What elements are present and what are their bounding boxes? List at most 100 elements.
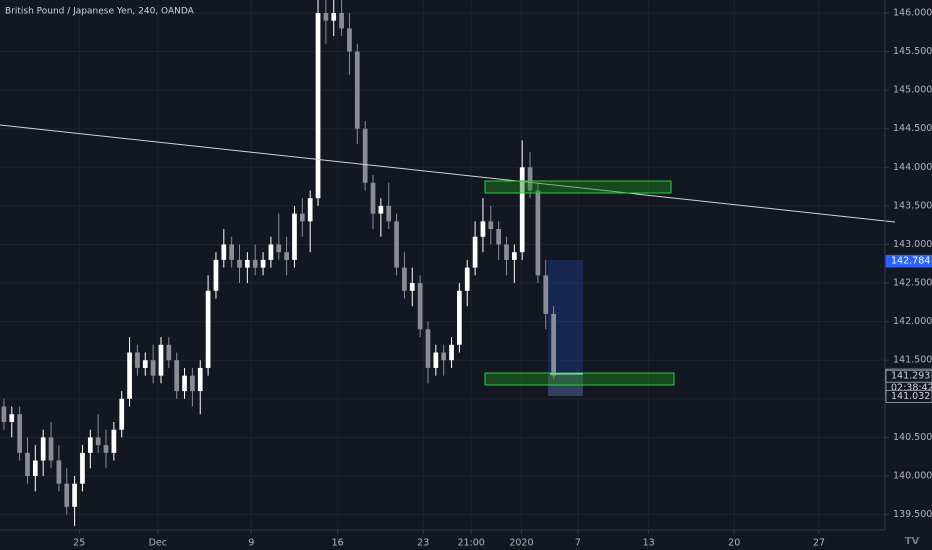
logo: TV xyxy=(905,536,920,547)
candle-body xyxy=(260,259,266,268)
y-tick-label: 143.500 xyxy=(893,200,932,211)
candle-body xyxy=(519,167,525,253)
trend-line xyxy=(0,124,896,223)
candle-body xyxy=(25,452,30,476)
candle-body xyxy=(441,352,447,361)
candle-body xyxy=(496,229,502,245)
x-tick-label: 20 xyxy=(728,538,740,549)
candle-body xyxy=(417,283,423,330)
candle-body xyxy=(457,290,462,345)
y-tick-label: 140.000 xyxy=(893,470,932,481)
candle-body xyxy=(354,51,360,129)
candle-body xyxy=(64,483,70,507)
candle-body xyxy=(135,352,140,368)
candle-body xyxy=(535,190,541,276)
candle-body xyxy=(48,437,54,461)
price-tag xyxy=(885,390,932,403)
candle-body xyxy=(213,259,219,291)
candle-body xyxy=(472,236,478,268)
candle-body xyxy=(511,252,517,260)
candle-body xyxy=(299,213,305,222)
candle-body xyxy=(221,244,227,260)
candle-body xyxy=(331,12,337,21)
y-tick-label: 146.000 xyxy=(893,7,932,18)
candle-body xyxy=(80,452,85,484)
x-tick-label: 7 xyxy=(575,538,581,549)
candle-body xyxy=(378,205,384,214)
candle-body xyxy=(127,352,132,399)
candle-body xyxy=(95,437,101,446)
candle-body xyxy=(480,221,486,237)
candle-body xyxy=(315,12,321,199)
candle-body xyxy=(504,244,509,260)
candle-body xyxy=(9,414,15,422)
x-tick-label: 27 xyxy=(813,538,825,549)
candle-body xyxy=(205,290,211,368)
candle-body xyxy=(276,244,282,253)
candle-body xyxy=(56,460,62,484)
candle-body xyxy=(1,406,7,422)
chart-title: British Pound / Japanese Yen, 240, OANDA xyxy=(5,7,195,17)
price-tag-label: 141.032 xyxy=(891,391,930,402)
candle-body xyxy=(142,360,148,368)
candle-body xyxy=(449,344,454,361)
y-tick-label: 141.500 xyxy=(893,355,932,366)
y-tick-label: 139.500 xyxy=(893,509,932,520)
y-tick-label: 144.000 xyxy=(893,162,932,173)
y-tick-label: 145.500 xyxy=(893,46,932,57)
candle-body xyxy=(488,221,494,230)
candle-body xyxy=(394,221,399,268)
countdown: 02:38:42 xyxy=(891,383,932,394)
zone-upper xyxy=(484,180,672,194)
price-tag-label: 141.293 xyxy=(891,371,930,382)
x-tick-label: 9 xyxy=(248,538,254,549)
candle-body xyxy=(370,182,376,214)
candle-body xyxy=(119,398,125,430)
candle-body xyxy=(197,367,203,392)
candle-body xyxy=(347,28,352,52)
candle-body xyxy=(174,360,180,392)
x-tick-label: 16 xyxy=(332,538,344,549)
candle-body xyxy=(433,352,439,368)
x-tick-label: 13 xyxy=(643,538,655,549)
price-tag-label: 142.784 xyxy=(891,256,930,267)
candle-body xyxy=(323,12,329,21)
x-tick-label: 2020 xyxy=(509,538,533,549)
candle-body xyxy=(166,344,172,361)
y-tick-label: 144.500 xyxy=(893,123,932,134)
candle-body xyxy=(158,344,164,376)
candle-body xyxy=(182,375,187,392)
candle-body xyxy=(229,244,235,260)
candle-body xyxy=(339,12,344,29)
candle-body xyxy=(103,445,109,453)
y-tick-label: 140.500 xyxy=(893,432,932,443)
candle-body xyxy=(551,313,556,377)
candle-body xyxy=(32,460,38,476)
candle-body xyxy=(17,414,22,453)
candle-body xyxy=(111,429,117,453)
grid xyxy=(0,0,885,530)
candle-body xyxy=(402,267,407,291)
candle-body xyxy=(464,267,470,291)
candle-body xyxy=(252,259,258,268)
y-tick-label: 143.000 xyxy=(893,239,932,250)
y-tick-label: 142.500 xyxy=(893,278,932,289)
candle-body xyxy=(268,244,274,260)
candle-body xyxy=(307,198,313,222)
y-tick-label: 145.000 xyxy=(893,85,932,96)
candle-body xyxy=(245,259,250,268)
candle-body xyxy=(425,329,431,368)
candle-body xyxy=(527,167,533,191)
candle-body xyxy=(40,437,46,461)
axes: 139.500140.000140.500141.000141.500142.0… xyxy=(73,7,932,549)
candle-body xyxy=(409,283,415,291)
candle-body xyxy=(292,213,297,260)
candle-body xyxy=(72,483,77,507)
candles xyxy=(1,0,556,527)
candle-body xyxy=(87,437,93,453)
candle-body xyxy=(362,128,368,183)
candle-body xyxy=(190,375,195,392)
candle-body xyxy=(237,259,242,268)
x-tick-label: 25 xyxy=(73,538,85,549)
